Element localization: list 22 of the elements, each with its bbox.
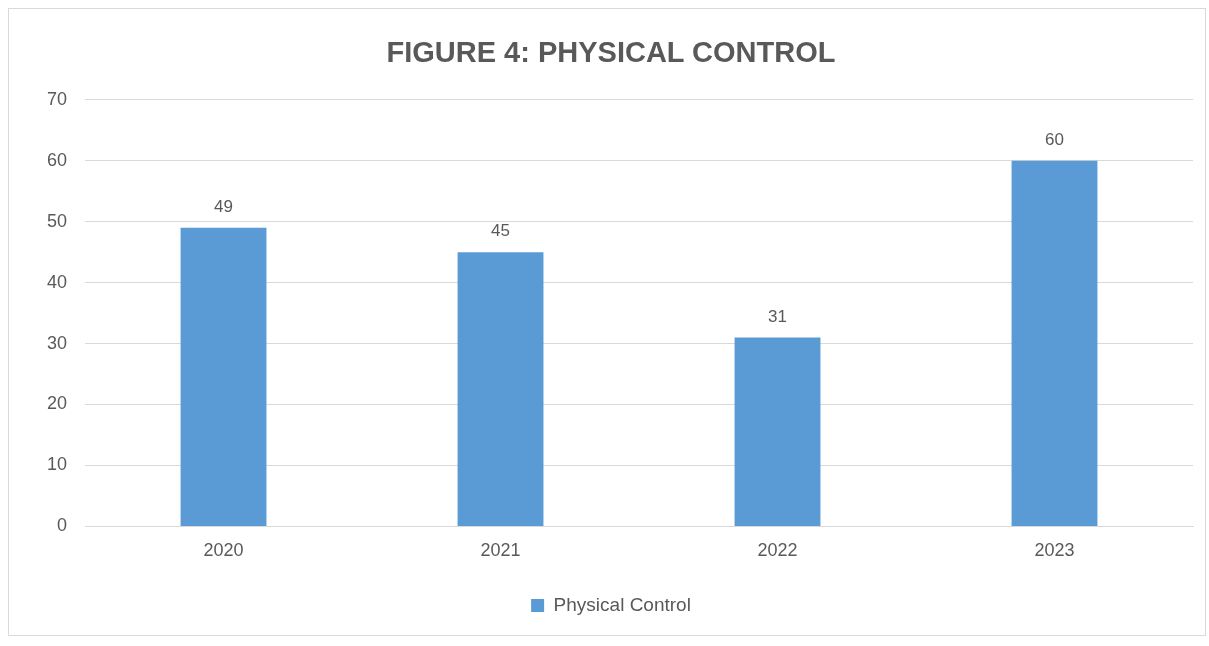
data-label: 49 xyxy=(214,196,233,216)
x-tick-label: 2021 xyxy=(480,540,521,561)
y-tick-label: 20 xyxy=(46,393,68,414)
x-tick-label: 2022 xyxy=(757,540,798,561)
y-tick-label: 0 xyxy=(57,515,68,536)
bar xyxy=(457,252,544,526)
y-tick-label: 60 xyxy=(46,149,68,170)
bar xyxy=(734,337,821,526)
y-tick-label: 30 xyxy=(46,332,68,353)
data-label: 60 xyxy=(1045,129,1064,149)
data-label: 31 xyxy=(768,306,787,326)
x-tick-label: 2023 xyxy=(1034,540,1075,561)
y-tick-label: 10 xyxy=(46,454,68,475)
data-label: 45 xyxy=(491,221,510,241)
chart-title: FIGURE 4: PHYSICAL CONTROL xyxy=(386,36,836,69)
y-tick-label: 70 xyxy=(46,88,68,109)
bar xyxy=(1011,160,1098,526)
y-tick-label: 50 xyxy=(46,210,68,231)
legend-label: Physical Control xyxy=(553,593,691,615)
bar xyxy=(180,227,267,526)
y-tick-label: 40 xyxy=(46,271,68,292)
x-tick-label: 2020 xyxy=(203,540,244,561)
